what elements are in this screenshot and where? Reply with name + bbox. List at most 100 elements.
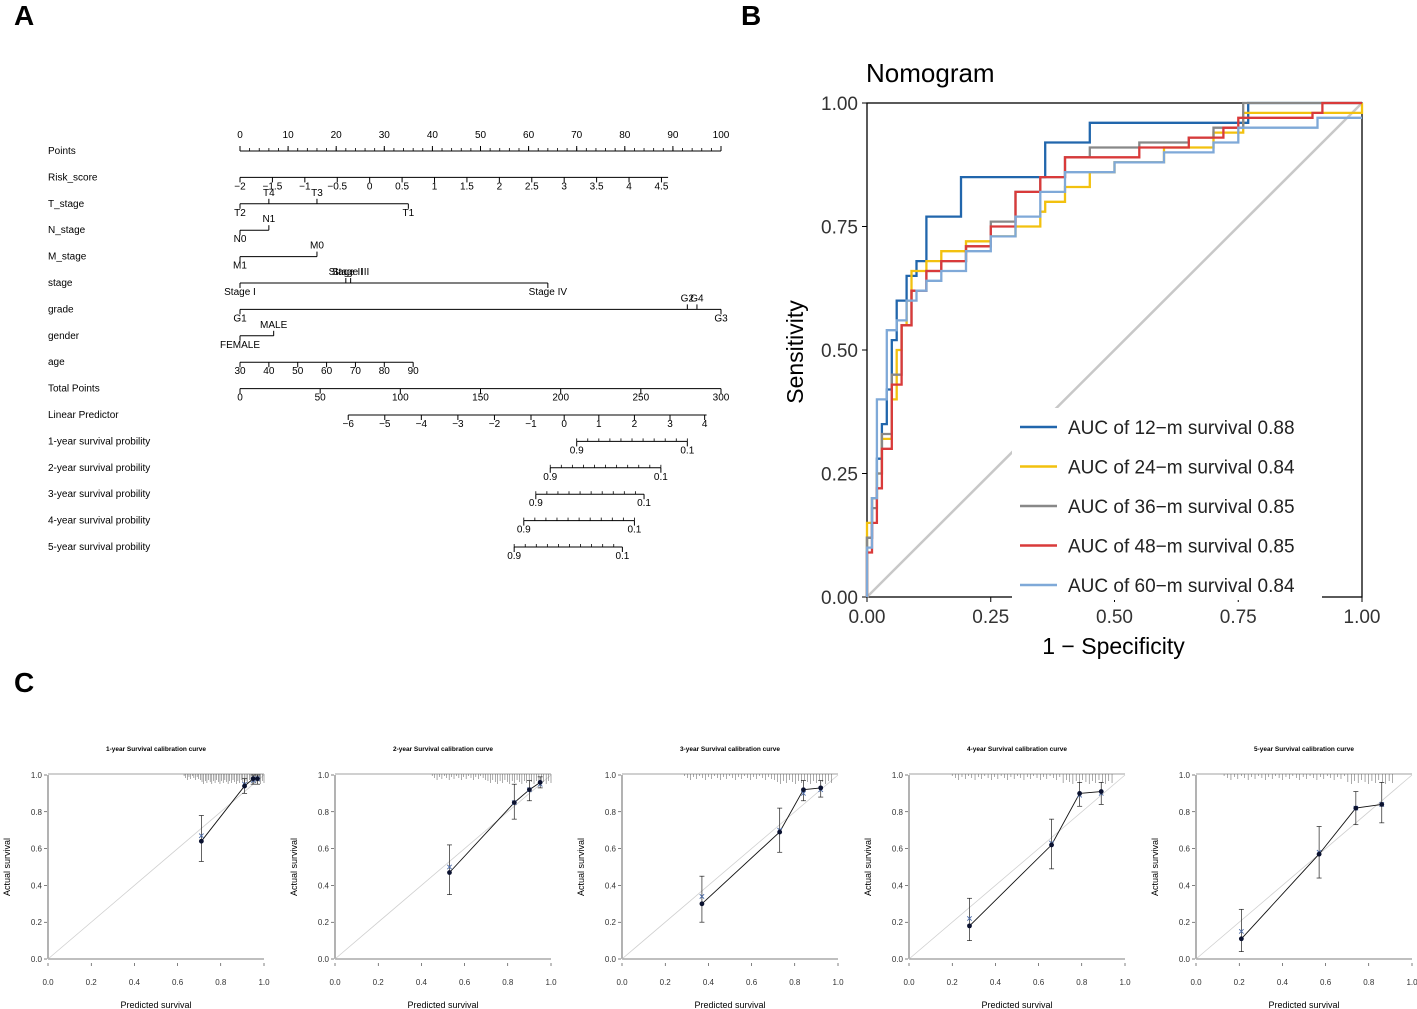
calibration-x-tick-label: 0.6 (746, 978, 758, 987)
nomogram-row-label: 4-year survival probility (48, 516, 150, 527)
calibration-y-tick-label: 0.6 (892, 845, 904, 854)
panel-label-c: C (14, 667, 35, 698)
calibration-corrected-marker (699, 893, 705, 899)
nomogram-tick-label: M0 (310, 241, 324, 252)
nomogram-row-label: Points (48, 146, 76, 157)
nomogram-row-label: M_stage (48, 252, 87, 263)
nomogram-row-label: 3-year survival probility (48, 489, 150, 500)
roc-y-tick-label: 0.00 (821, 588, 858, 609)
nomogram-tick-label: 3 (667, 419, 673, 430)
calibration-observed-point (1049, 842, 1054, 848)
nomogram-tick-label: 2.5 (525, 181, 539, 192)
nomogram-tick-label: 0 (561, 419, 567, 430)
nomogram-tick-label: −1.5 (263, 181, 283, 192)
calibration-ideal-line (334, 774, 552, 960)
panel-label-b: B (741, 0, 762, 31)
nomogram-tick-label: 0.9 (570, 445, 584, 456)
nomogram-row-label: 5-year survival probility (48, 542, 150, 553)
calibration-y-tick-label: 0.4 (605, 881, 617, 890)
nomogram-row-label: 1-year survival probility (48, 436, 150, 447)
calibration-observed-point (250, 776, 256, 782)
nomogram-tick-label: 90 (408, 366, 420, 377)
calibration-observed-point (1316, 851, 1322, 857)
calibration-y-tick-label: 0.6 (1179, 845, 1191, 854)
nomogram-row-label: age (48, 357, 65, 368)
nomogram-tick-label: 70 (350, 366, 362, 377)
calibration-y-axis-title: Actual survival (289, 838, 299, 896)
nomogram-row-label: 2-year survival probility (48, 463, 150, 474)
roc-x-tick-label: 0.50 (1096, 607, 1133, 628)
calibration-y-tick-label: 1.0 (1179, 771, 1191, 780)
calibration-observed-point (699, 901, 705, 907)
nomogram-tick-label: T2 (234, 208, 246, 219)
nomogram-tick-label: 0.1 (615, 551, 629, 562)
nomogram-row-label: Risk_score (48, 172, 98, 183)
nomogram-tick-label: 4 (702, 419, 708, 430)
calibration-x-tick-label: 0.4 (416, 978, 428, 987)
calibration-y-tick-label: 0.2 (892, 918, 904, 927)
nomogram-tick-label: 60 (523, 130, 535, 141)
nomogram-tick-label: Stage IV (529, 287, 568, 298)
calibration-x-tick-label: 0.8 (215, 978, 227, 987)
calibration-y-tick-label: 0.0 (605, 955, 617, 964)
calibration-x-tick-label: 0.8 (1363, 978, 1375, 987)
nomogram-tick-label: 1 (596, 419, 602, 430)
nomogram-tick-label: 2 (497, 181, 503, 192)
nomogram-row-label: gender (48, 331, 80, 342)
nomogram-tick-label: −1 (525, 419, 537, 430)
calibration-y-axis-title: Actual survival (863, 838, 873, 896)
calibration-ideal-line (621, 774, 839, 960)
roc-x-axis-title: 1 − Specificity (1042, 633, 1185, 659)
nomogram-tick-label: 0.1 (637, 498, 651, 509)
nomogram-tick-label: M1 (233, 261, 247, 272)
roc-legend-label: AUC of 48−m survival 0.85 (1068, 537, 1295, 558)
nomogram-tick-label: 0 (237, 393, 243, 404)
nomogram-tick-label: −3 (452, 419, 464, 430)
calibration-panels: 1-year Survival calibration curve 0.0 0.2 0… (2, 746, 1417, 1009)
calibration-title: 3-year Survival calibration curve (680, 746, 780, 753)
nomogram-tick-label: 4 (626, 181, 632, 192)
calibration-title: 5-year Survival calibration curve (1254, 746, 1354, 753)
calibration-observed-point (1098, 789, 1104, 794)
roc-legend-label: AUC of 60−m survival 0.84 (1068, 576, 1295, 597)
nomogram-tick-label: 200 (552, 393, 569, 404)
nomogram-tick-label: 80 (619, 130, 631, 141)
roc-y-tick-label: 0.75 (821, 218, 858, 239)
nomogram-tick-label: 30 (379, 130, 391, 141)
roc-legend-label: AUC of 36−m survival 0.85 (1068, 497, 1295, 518)
calibration-x-tick-label: 0.0 (616, 978, 628, 987)
calibration-corrected-marker (800, 790, 806, 796)
nomogram-tick-label: 0.9 (529, 498, 543, 509)
nomogram-tick-label: 50 (315, 393, 327, 404)
calibration-title: 2-year Survival calibration curve (393, 746, 493, 753)
roc-legend-box (1012, 408, 1322, 600)
nomogram-tick-label: Stage II (329, 267, 363, 278)
calibration-title: 4-year Survival calibration curve (967, 746, 1067, 753)
calibration-x-tick-label: 0.6 (459, 978, 471, 987)
roc-x-tick-label: 0.75 (1220, 607, 1257, 628)
nomogram-row-label: Total Points (48, 384, 100, 395)
nomogram-tick-label: G1 (233, 313, 247, 324)
nomogram-tick-label: −2 (489, 419, 501, 430)
nomogram-tick-label: 3.5 (590, 181, 604, 192)
calibration-y-tick-label: 0.6 (605, 845, 617, 854)
calibration-y-tick-label: 0.6 (31, 845, 43, 854)
panel-label-a: A (14, 0, 35, 31)
nomogram-tick-label: 300 (713, 393, 730, 404)
roc-y-tick-label: 0.50 (821, 341, 858, 362)
calibration-observed-point (1379, 802, 1385, 807)
calibration-x-tick-label: 1.0 (832, 978, 844, 987)
calibration-x-tick-label: 0.0 (42, 978, 54, 987)
calibration-y-tick-label: 0.4 (892, 881, 904, 890)
nomogram-tick-label: 250 (632, 393, 649, 404)
nomogram-tick-label: −1 (299, 181, 311, 192)
nomogram-row-label: N_stage (48, 225, 86, 236)
nomogram-row-label: T_stage (48, 199, 85, 210)
roc-x-tick-label: 1.00 (1344, 607, 1381, 628)
nomogram-tick-label: MALE (260, 320, 288, 331)
calibration-x-tick-label: 0.0 (329, 978, 341, 987)
calibration-y-tick-label: 0.0 (318, 955, 330, 964)
nomogram-tick-label: 0 (237, 130, 243, 141)
calibration-x-axis-title: Predicted survival (981, 1000, 1052, 1009)
